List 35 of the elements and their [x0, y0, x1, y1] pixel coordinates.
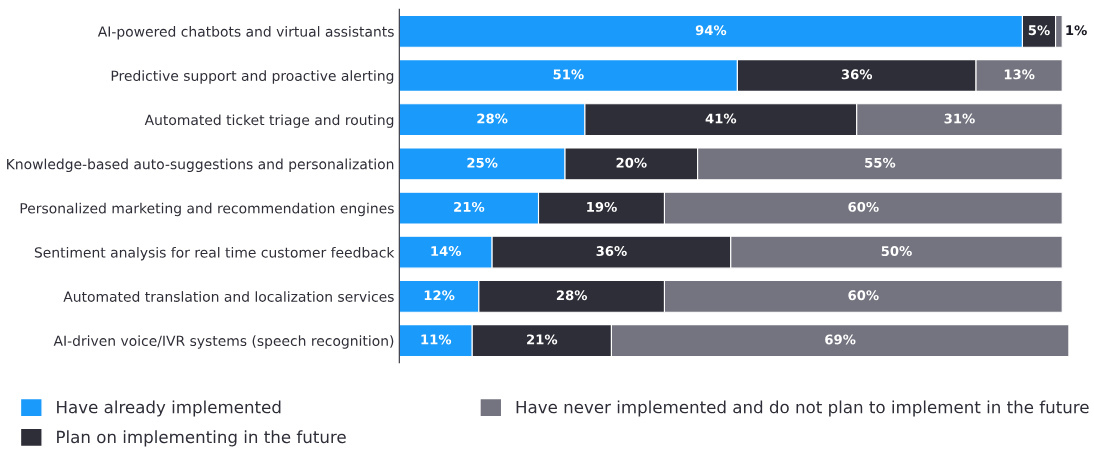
y-tick-label: AI-driven voice/IVR systems (speech recognition) [53, 335, 394, 349]
data-label: 14% [431, 246, 462, 257]
y-tick-label: Knowledge-based auto-suggestions and personalization [7, 158, 394, 173]
y-tick-label: Automated ticket triage and routing [144, 114, 394, 128]
data-label: 28% [477, 113, 508, 124]
data-label: 50% [881, 246, 912, 257]
data-label: 36% [596, 246, 627, 257]
data-label: 51% [553, 69, 584, 80]
data-label: 31% [944, 113, 975, 124]
y-tick-label: Automated translation and localization services [63, 291, 394, 302]
data-label: 21% [527, 334, 558, 345]
data-label: 5% [1028, 25, 1050, 36]
y-tick-label: Predictive support and proactive alerting [111, 70, 394, 84]
data-label: 12% [424, 290, 455, 301]
data-label: 41% [705, 113, 737, 124]
data-label: 19% [587, 201, 617, 212]
y-tick-label: Personalized marketing and recommendation engines [20, 202, 394, 217]
legend-label: Have already implemented [57, 400, 281, 417]
data-label: 11% [421, 334, 452, 345]
data-label: 21% [454, 201, 485, 212]
data-label: 20% [616, 157, 647, 168]
data-label: 69% [825, 334, 856, 345]
legend-label: Have never implemented and do not plan to implement in the future [516, 400, 1089, 417]
y-tick-label: AI-powered chatbots and virtual assistants [97, 26, 394, 40]
legend-label: Plan on implementing in the future [57, 430, 346, 447]
data-label: 60% [848, 290, 879, 301]
data-label: 13% [1004, 69, 1035, 80]
data-label: 28% [556, 290, 588, 301]
data-label: 36% [841, 69, 873, 80]
data-label: 55% [865, 157, 896, 168]
data-label: 94% [695, 25, 727, 36]
data-label: 1% [1066, 25, 1087, 36]
data-label: 25% [467, 157, 498, 168]
y-tick-label: Sentiment analysis for real time customer feedback [34, 246, 395, 261]
data-label: 60% [848, 201, 879, 212]
